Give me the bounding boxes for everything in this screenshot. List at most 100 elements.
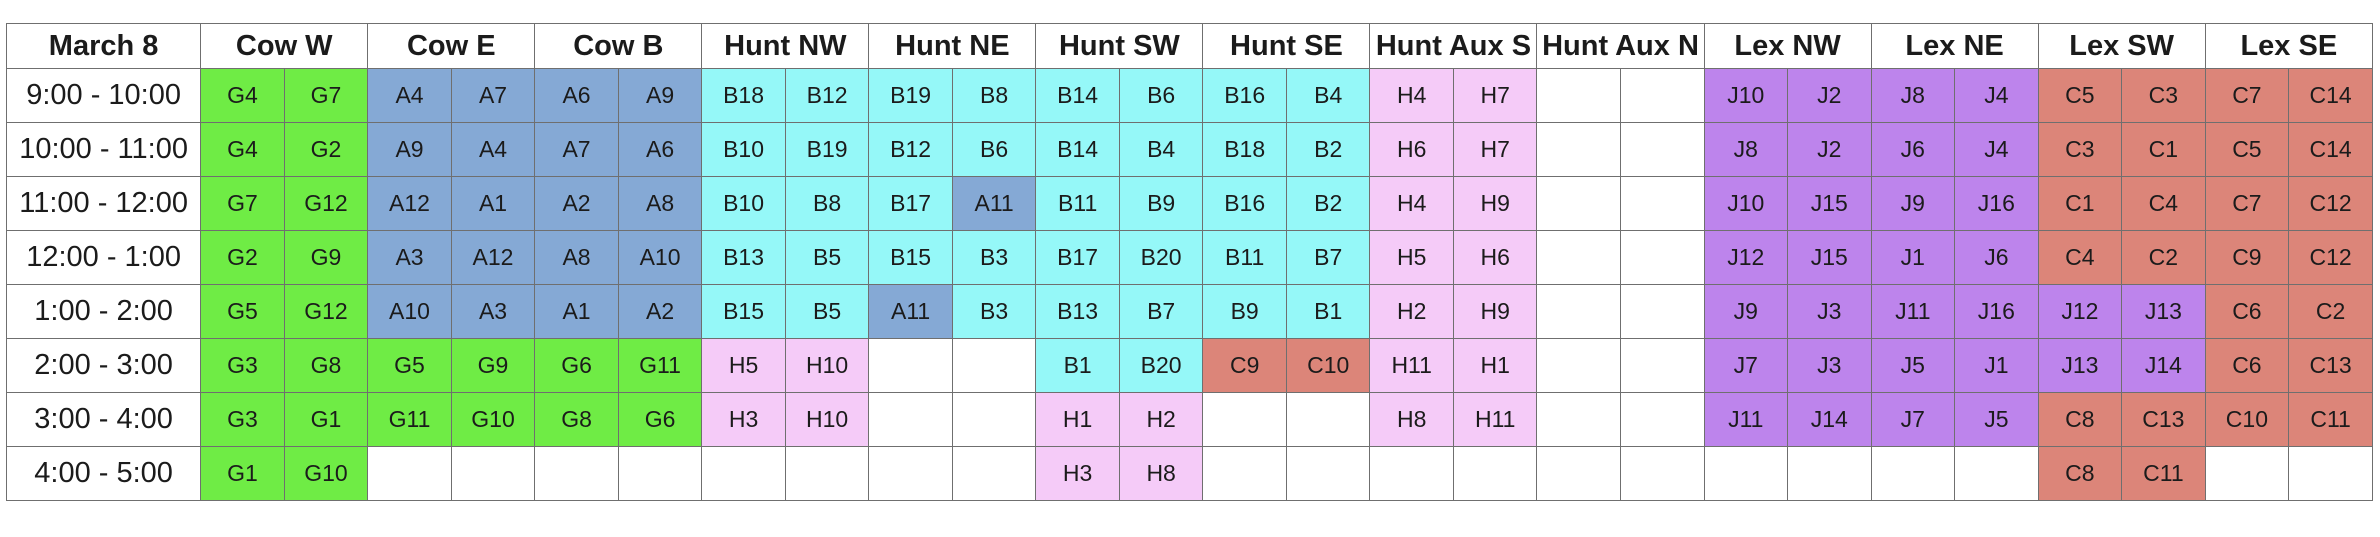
team-cell: H2 [1369, 284, 1454, 339]
team-cell: C4 [2037, 230, 2123, 285]
field-header: Lex NE [1870, 23, 2039, 69]
team-cell: G2 [200, 230, 285, 285]
team-cell: B6 [1118, 68, 1204, 123]
team-cell: B19 [868, 68, 953, 123]
empty-cell [784, 446, 870, 501]
empty-cell [951, 392, 1037, 447]
empty-cell [701, 446, 786, 501]
team-cell: H3 [1035, 446, 1120, 501]
team-cell: B12 [784, 68, 870, 123]
team-cell: J6 [1954, 230, 2039, 285]
team-cell: B16 [1202, 176, 1287, 231]
empty-cell [868, 446, 953, 501]
team-cell: J12 [2037, 284, 2123, 339]
team-cell: H1 [1452, 338, 1538, 393]
team-cell: B2 [1285, 176, 1371, 231]
team-cell: C9 [2204, 230, 2290, 285]
team-cell: B12 [868, 122, 953, 177]
team-cell: C1 [2121, 122, 2206, 177]
empty-cell [1452, 446, 1538, 501]
team-cell: J15 [1787, 176, 1872, 231]
team-cell: H11 [1369, 338, 1454, 393]
team-cell: A7 [534, 122, 619, 177]
empty-cell [1202, 392, 1287, 447]
empty-cell [617, 446, 703, 501]
empty-cell [1620, 230, 1705, 285]
team-cell: J4 [1954, 122, 2039, 177]
team-cell: C4 [2121, 176, 2206, 231]
team-cell: J12 [1703, 230, 1789, 285]
field-header: Hunt Aux S [1369, 23, 1538, 69]
team-cell: J2 [1787, 68, 1872, 123]
empty-cell [1954, 446, 2039, 501]
team-cell: J11 [1870, 284, 1956, 339]
empty-cell [1536, 122, 1621, 177]
team-cell: J9 [1703, 284, 1789, 339]
team-cell: J7 [1870, 392, 1956, 447]
team-cell: C14 [2288, 68, 2373, 123]
team-cell: C1 [2037, 176, 2123, 231]
team-cell: H3 [701, 392, 786, 447]
team-cell: C14 [2288, 122, 2373, 177]
team-cell: B3 [951, 284, 1037, 339]
team-cell: A10 [367, 284, 452, 339]
team-cell: B14 [1035, 68, 1120, 123]
team-cell: C8 [2037, 392, 2123, 447]
team-cell: H10 [784, 338, 870, 393]
team-cell: B10 [701, 176, 786, 231]
team-cell: B18 [1202, 122, 1287, 177]
date-header: March 8 [5, 23, 202, 69]
team-cell: G9 [283, 230, 369, 285]
empty-cell [450, 446, 536, 501]
team-cell: C12 [2288, 176, 2373, 231]
team-cell: B6 [951, 122, 1037, 177]
team-cell: J13 [2121, 284, 2206, 339]
team-cell: H4 [1369, 176, 1454, 231]
empty-cell [2204, 446, 2290, 501]
team-cell: G7 [200, 176, 285, 231]
time-slot-row: 10:00 - 11:00 G4 G2 A9 A4 A7 A6 B10 B19 B12 B6 B14 B… [5, 122, 2373, 177]
team-cell: H4 [1369, 68, 1454, 123]
team-cell: H5 [701, 338, 786, 393]
team-cell: G8 [534, 392, 619, 447]
team-cell: H9 [1452, 176, 1538, 231]
team-cell: A9 [617, 68, 703, 123]
team-cell: A3 [450, 284, 536, 339]
team-cell: J13 [2037, 338, 2123, 393]
team-cell: B7 [1285, 230, 1371, 285]
time-slot-row: 4:00 - 5:00 G1 G10 H3 H8 C8 C11 [5, 446, 2373, 501]
team-cell: C11 [2121, 446, 2206, 501]
empty-cell [1620, 122, 1705, 177]
team-cell: J3 [1787, 284, 1872, 339]
team-cell: G10 [283, 446, 369, 501]
team-cell: A4 [367, 68, 452, 123]
team-cell: A2 [534, 176, 619, 231]
team-cell: G5 [367, 338, 452, 393]
team-cell: B19 [784, 122, 870, 177]
time-slot-row: 1:00 - 2:00 G5 G12 A10 A3 A1 A2 B15 B5 A11 B3 B13 B7… [5, 284, 2373, 339]
field-header: Hunt SW [1035, 23, 1204, 69]
field-header: Hunt NE [868, 23, 1037, 69]
field-header: Hunt SE [1202, 23, 1371, 69]
team-cell: C12 [2288, 230, 2373, 285]
team-cell: J4 [1954, 68, 2039, 123]
team-cell: B20 [1118, 230, 1204, 285]
team-cell: B1 [1035, 338, 1120, 393]
empty-cell [1285, 392, 1371, 447]
team-cell: C2 [2288, 284, 2373, 339]
schedule-table: March 8 Cow W Cow E Cow B Hunt NW Hunt N… [5, 23, 2374, 501]
team-cell: B15 [701, 284, 786, 339]
empty-cell [1620, 176, 1705, 231]
team-cell: B16 [1202, 68, 1287, 123]
empty-cell [1536, 446, 1621, 501]
team-cell: G6 [534, 338, 619, 393]
empty-cell [1870, 446, 1956, 501]
team-cell: J1 [1870, 230, 1956, 285]
team-cell: A4 [450, 122, 536, 177]
header-row: March 8 Cow W Cow E Cow B Hunt NW Hunt N… [5, 23, 2374, 69]
empty-cell [367, 446, 452, 501]
team-cell: J5 [1870, 338, 1956, 393]
empty-cell [1787, 446, 1872, 501]
team-cell: B8 [951, 68, 1037, 123]
field-header: Cow E [367, 23, 536, 69]
